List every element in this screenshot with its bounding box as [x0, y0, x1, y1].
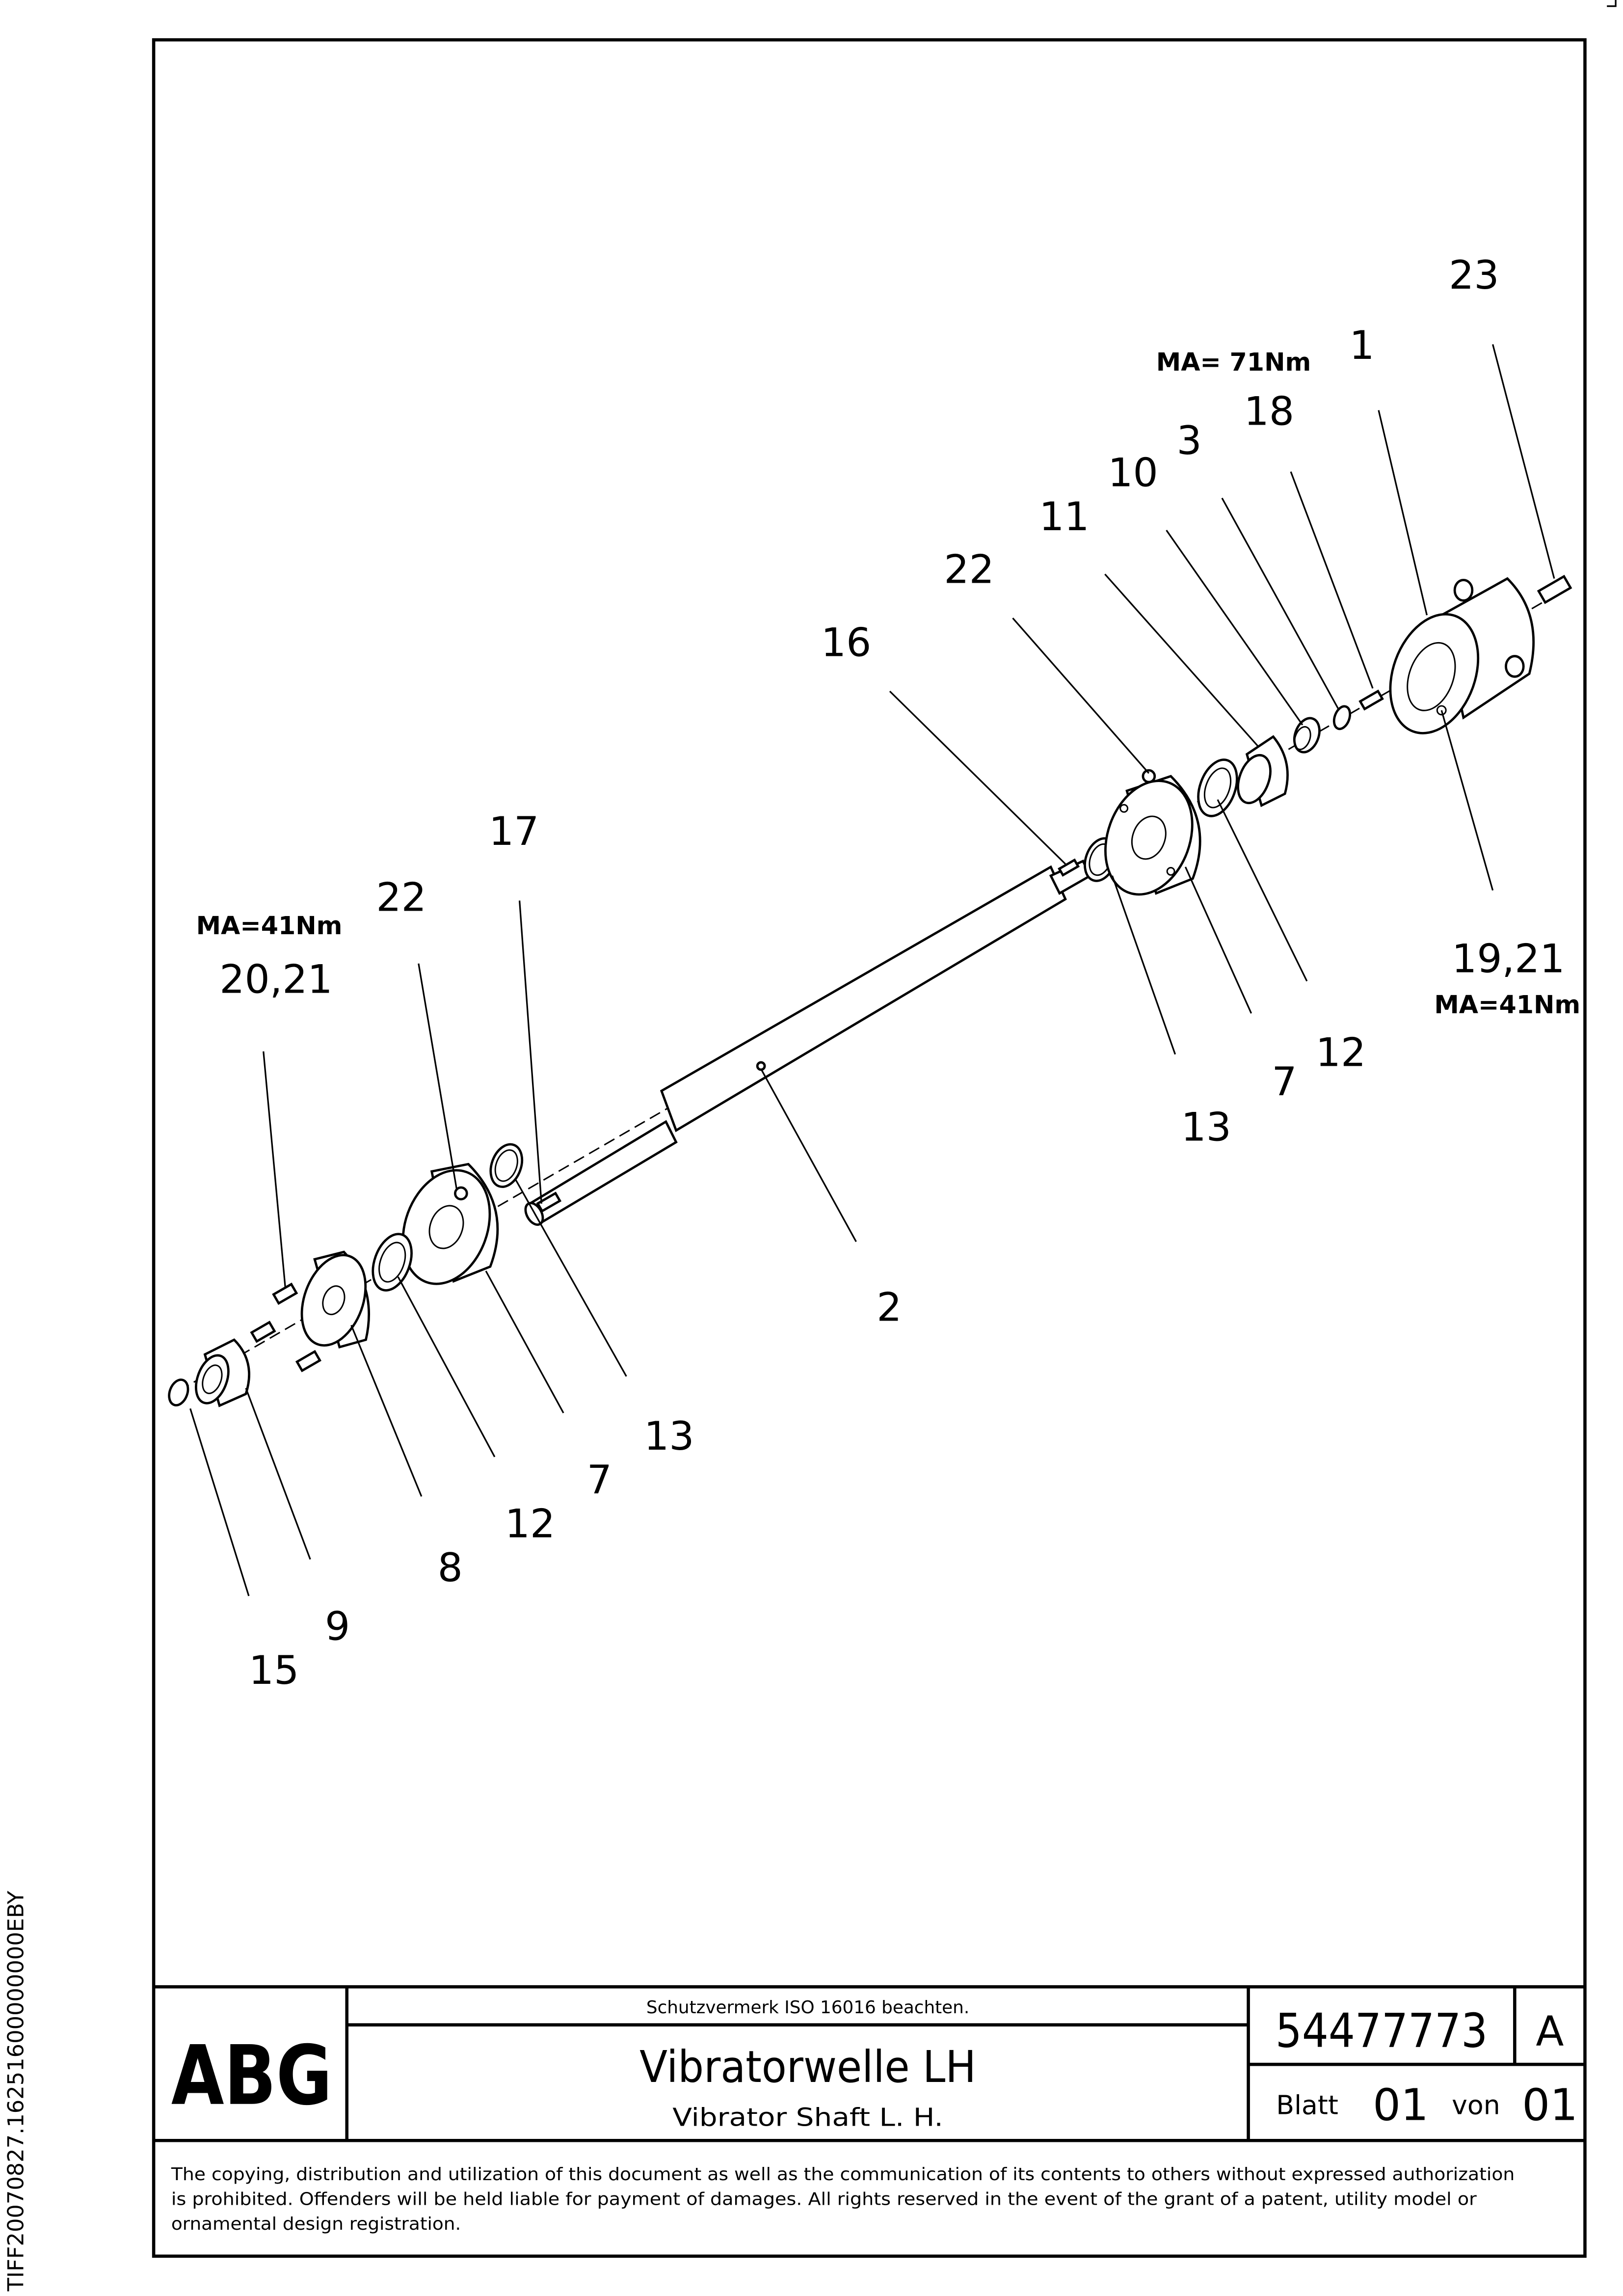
abg-logo: ABG — [171, 2028, 332, 2124]
callout-12-right: 12 — [1316, 1029, 1366, 1076]
sheet-number: 01 — [1373, 2080, 1429, 2131]
callout-22-left: 22 — [376, 874, 426, 920]
title-english: Vibrator Shaft L. H. — [672, 2103, 943, 2132]
part-2-shaft — [524, 858, 1092, 1226]
part-23-fitting — [1537, 574, 1572, 604]
part-1-vibrator-housing — [1389, 577, 1535, 734]
part-22-bearing-housing-right — [1104, 769, 1201, 896]
torque-left: MA=41Nm — [196, 911, 343, 940]
callout-13-right: 13 — [1181, 1104, 1231, 1150]
drawing-frame — [152, 38, 1587, 2258]
sheet-total: 01 — [1522, 2080, 1578, 2131]
callout-15: 15 — [249, 1647, 299, 1693]
callout-3: 3 — [1177, 417, 1202, 463]
copyright-line-1: The copying, distribution and utilizatio… — [171, 2164, 1515, 2185]
title-german: Vibratorwelle LH — [639, 2042, 976, 2093]
part-13-ring-left — [489, 1143, 524, 1188]
protection-note: Schutzvermerk ISO 16016 beachten. — [646, 1998, 969, 2018]
callouts: 23 1 18 3 10 11 22 16 17 22 20,21 19,21 … — [196, 252, 1581, 1693]
part-20-21-bolts — [250, 1282, 322, 1373]
callout-19-21: 19,21 — [1452, 936, 1565, 982]
part-12-seal-right — [1197, 758, 1238, 817]
part-9-collar — [195, 1338, 250, 1407]
corner-mark — [1607, 0, 1617, 7]
callout-7-left: 7 — [587, 1457, 612, 1503]
callout-7-right: 7 — [1272, 1058, 1297, 1105]
callout-18: 18 — [1244, 388, 1294, 434]
callout-8: 8 — [438, 1544, 463, 1591]
callout-13-left: 13 — [644, 1413, 694, 1459]
callout-10: 10 — [1108, 450, 1158, 496]
part-16-key — [1058, 858, 1080, 877]
callout-16: 16 — [821, 620, 871, 666]
of-label: von — [1452, 2090, 1500, 2121]
callout-20-21: 20,21 — [219, 956, 332, 1002]
side-code: TIFF20070827.16251600000000EBY — [3, 1891, 29, 2292]
callout-12-left: 12 — [505, 1501, 555, 1547]
revision: A — [1536, 2007, 1564, 2055]
callout-1: 1 — [1349, 322, 1374, 368]
copyright-line-3: ornamental design registration. — [171, 2214, 461, 2234]
part-11-sleeve — [1237, 735, 1289, 808]
callout-9: 9 — [325, 1603, 350, 1649]
part-22-bearing-housing-left — [401, 1162, 499, 1285]
title-block: ABG Schutzvermerk ISO 16016 beachten. Vi… — [154, 1985, 1585, 2234]
part-17-key — [536, 1191, 562, 1213]
sheet-label: Blatt — [1276, 2090, 1338, 2121]
exploded-view — [168, 574, 1572, 1407]
callout-2: 2 — [877, 1284, 902, 1330]
part-number: 54477773 — [1276, 2003, 1488, 2058]
part-3-washer — [1332, 705, 1352, 730]
callout-11: 11 — [1039, 493, 1089, 540]
callout-23: 23 — [1449, 252, 1499, 298]
callout-17: 17 — [489, 808, 539, 854]
callout-22-right: 22 — [944, 546, 994, 592]
part-10-nut — [1293, 717, 1321, 754]
part-8-flange — [300, 1250, 371, 1349]
part-15-circlip — [168, 1378, 189, 1406]
leader-lines — [189, 344, 1555, 1596]
part-12-seal-left — [372, 1233, 413, 1292]
copyright-line-2: is prohibited. Offenders will be held li… — [171, 2189, 1477, 2209]
part-18-bolt — [1358, 689, 1384, 711]
torque-right: MA=41Nm — [1434, 990, 1580, 1019]
torque-top: MA= 71Nm — [1156, 348, 1311, 377]
